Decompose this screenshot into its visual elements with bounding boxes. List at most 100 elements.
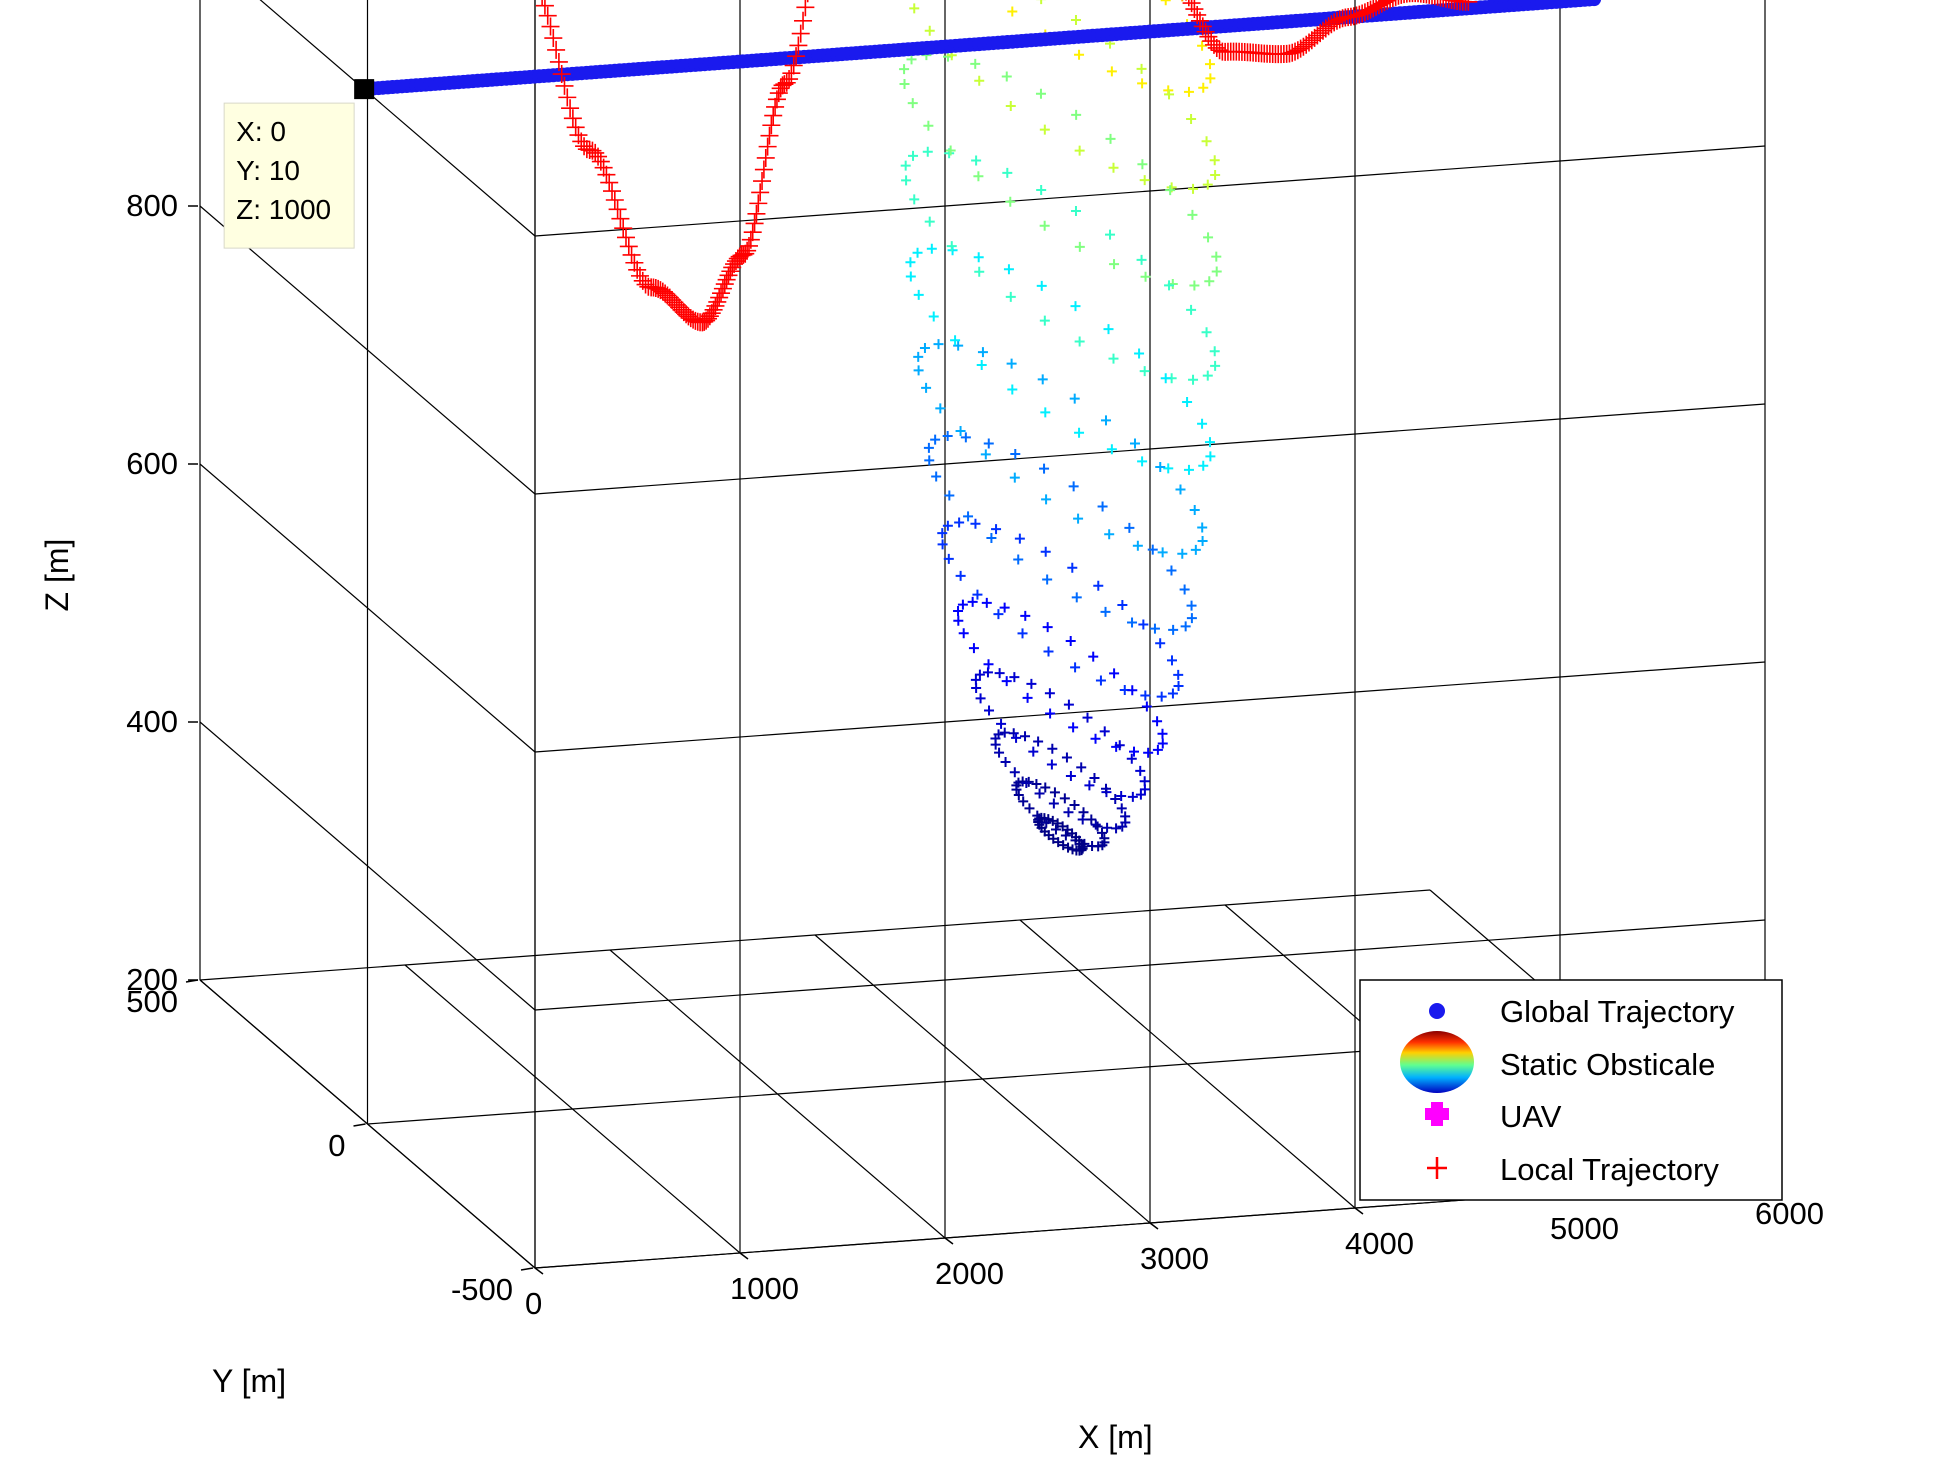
obstacle-mesh-point: [953, 340, 964, 351]
obstacle-mesh-point: [1036, 185, 1047, 196]
local-trajectory-point: [549, 52, 568, 71]
obstacle-mesh-point: [1106, 444, 1117, 455]
obstacle-mesh-point: [1204, 437, 1215, 448]
z-tick-label: 600: [126, 446, 178, 481]
local-trajectory-point: [603, 182, 622, 201]
local-trajectory-point: [1439, 0, 1458, 9]
local-trajectory-point: [679, 307, 698, 326]
obstacle-mesh-point: [1000, 756, 1011, 767]
local-trajectory-point: [749, 194, 768, 213]
obstacle-mesh-point: [1157, 738, 1168, 749]
obstacle-mesh-point: [1090, 819, 1101, 830]
obstacle-mesh-point: [974, 669, 985, 680]
obstacle-mesh-point: [1043, 646, 1054, 657]
obstacle-mesh-point: [899, 64, 910, 75]
obstacle-mesh-point: [899, 78, 910, 89]
obstacle-mesh-point: [1101, 415, 1111, 426]
obstacle-mesh-point: [968, 643, 979, 654]
obstacle-mesh-point: [994, 747, 1005, 758]
x-tick-label: 0: [525, 1286, 542, 1321]
x-tick-mark: [739, 1252, 749, 1260]
obstacle-mesh-point: [1076, 762, 1087, 773]
obstacle-mesh-point: [1041, 494, 1052, 505]
obstacle-mesh-point: [1090, 733, 1101, 744]
local-trajectory-point: [1392, 0, 1394, 8]
obstacle-mesh-point: [1009, 767, 1020, 778]
obstacle-mesh-point: [1156, 691, 1167, 702]
local-trajectory-point: [754, 160, 773, 179]
obstacle-mesh-point: [1101, 783, 1111, 794]
x-tick-label: 1000: [730, 1271, 799, 1306]
obstacle-mesh-point: [1007, 384, 1018, 395]
local-trajectory-point: [775, 75, 794, 94]
obstacle-mesh-point: [1073, 513, 1084, 524]
local-trajectory-point: [760, 126, 779, 145]
obstacle-mesh-point: [1173, 681, 1184, 692]
obstacle-mesh-point: [999, 602, 1010, 613]
obstacle-mesh-point: [1189, 505, 1200, 516]
local-trajectory-point: [741, 230, 760, 249]
obstacle-mesh-point: [1152, 744, 1163, 755]
obstacle-mesh-point: [937, 528, 948, 539]
obstacle-mesh-point: [1031, 778, 1042, 789]
obstacle-mesh-point: [1137, 159, 1148, 170]
obstacle-mesh-point: [977, 347, 988, 358]
local-trajectory-point: [625, 253, 644, 272]
local-trajectory-point: [684, 310, 703, 329]
static-obstacle: [899, 0, 1222, 856]
obstacle-mesh-point: [1210, 169, 1221, 180]
obstacle-mesh-point: [1013, 554, 1024, 565]
y-tick-mark: [353, 1123, 366, 1127]
obstacle-mesh-point: [1035, 88, 1046, 99]
obstacle-mesh-point: [1201, 327, 1212, 338]
obstacle-mesh-point: [1050, 824, 1061, 835]
obstacle-mesh-point: [1127, 791, 1138, 802]
obstacle-mesh-point: [974, 266, 985, 277]
obstacle-mesh-point: [981, 597, 992, 608]
obstacle-mesh-point: [1069, 800, 1080, 811]
legend[interactable]: Global Trajectory Static Obsticale UAV L…: [1359, 979, 1783, 1201]
datatip-line: Z: 1000: [236, 194, 331, 225]
obstacle-mesh-point: [1141, 701, 1152, 712]
obstacle-mesh-point: [900, 160, 911, 171]
obstacle-mesh-point: [1147, 544, 1158, 555]
local-trajectory-point: [558, 88, 577, 107]
obstacle-mesh-point: [1202, 179, 1213, 190]
obstacle-mesh-point: [1005, 291, 1016, 302]
datatip-box: [223, 102, 355, 249]
global-trajectory-point: [1587, 0, 1602, 7]
obstacle-mesh-point: [971, 682, 982, 693]
obstacle-mesh-point: [1203, 232, 1214, 243]
obstacle-mesh-point: [1003, 264, 1014, 275]
local-trajectory-point: [738, 241, 757, 260]
obstacle-mesh-point: [1109, 668, 1120, 679]
obstacle-mesh-point: [1040, 407, 1051, 418]
x-tick-label: 2000: [935, 1256, 1004, 1291]
obstacle-mesh-point: [1106, 66, 1117, 77]
obstacle-mesh-point: [963, 511, 974, 522]
local-trajectory-point: [538, 6, 557, 25]
obstacle-mesh-point: [1024, 803, 1035, 814]
x-tick-mark: [944, 1237, 954, 1245]
local-trajectory-point: [766, 97, 785, 116]
obstacle-mesh-point: [994, 668, 1005, 679]
obstacle-mesh-point: [991, 524, 1002, 535]
obstacle-mesh-point: [1093, 580, 1104, 591]
datatip[interactable]: X: 0 Y: 10 Z: 1000: [223, 79, 375, 249]
obstacle-mesh-point: [1005, 196, 1016, 207]
local-trajectory-point: [1442, 0, 1444, 8]
obstacle-mesh-point: [942, 431, 953, 442]
obstacle-mesh-point: [1088, 651, 1099, 662]
z-tick-label: 200: [126, 962, 178, 997]
obstacle-mesh-point: [1034, 788, 1045, 799]
obstacle-mesh-point: [1164, 89, 1175, 100]
obstacle-mesh-point: [1049, 787, 1060, 798]
obstacle-mesh-point: [1129, 746, 1139, 757]
obstacle-mesh-point: [1198, 82, 1209, 93]
x-tick-label: 3000: [1140, 1241, 1209, 1276]
obstacle-mesh-point: [1152, 716, 1163, 727]
local-trajectory-point: [1436, 0, 1439, 6]
local-trajectory-point: [784, 56, 803, 75]
obstacle-mesh-point: [1010, 449, 1021, 460]
